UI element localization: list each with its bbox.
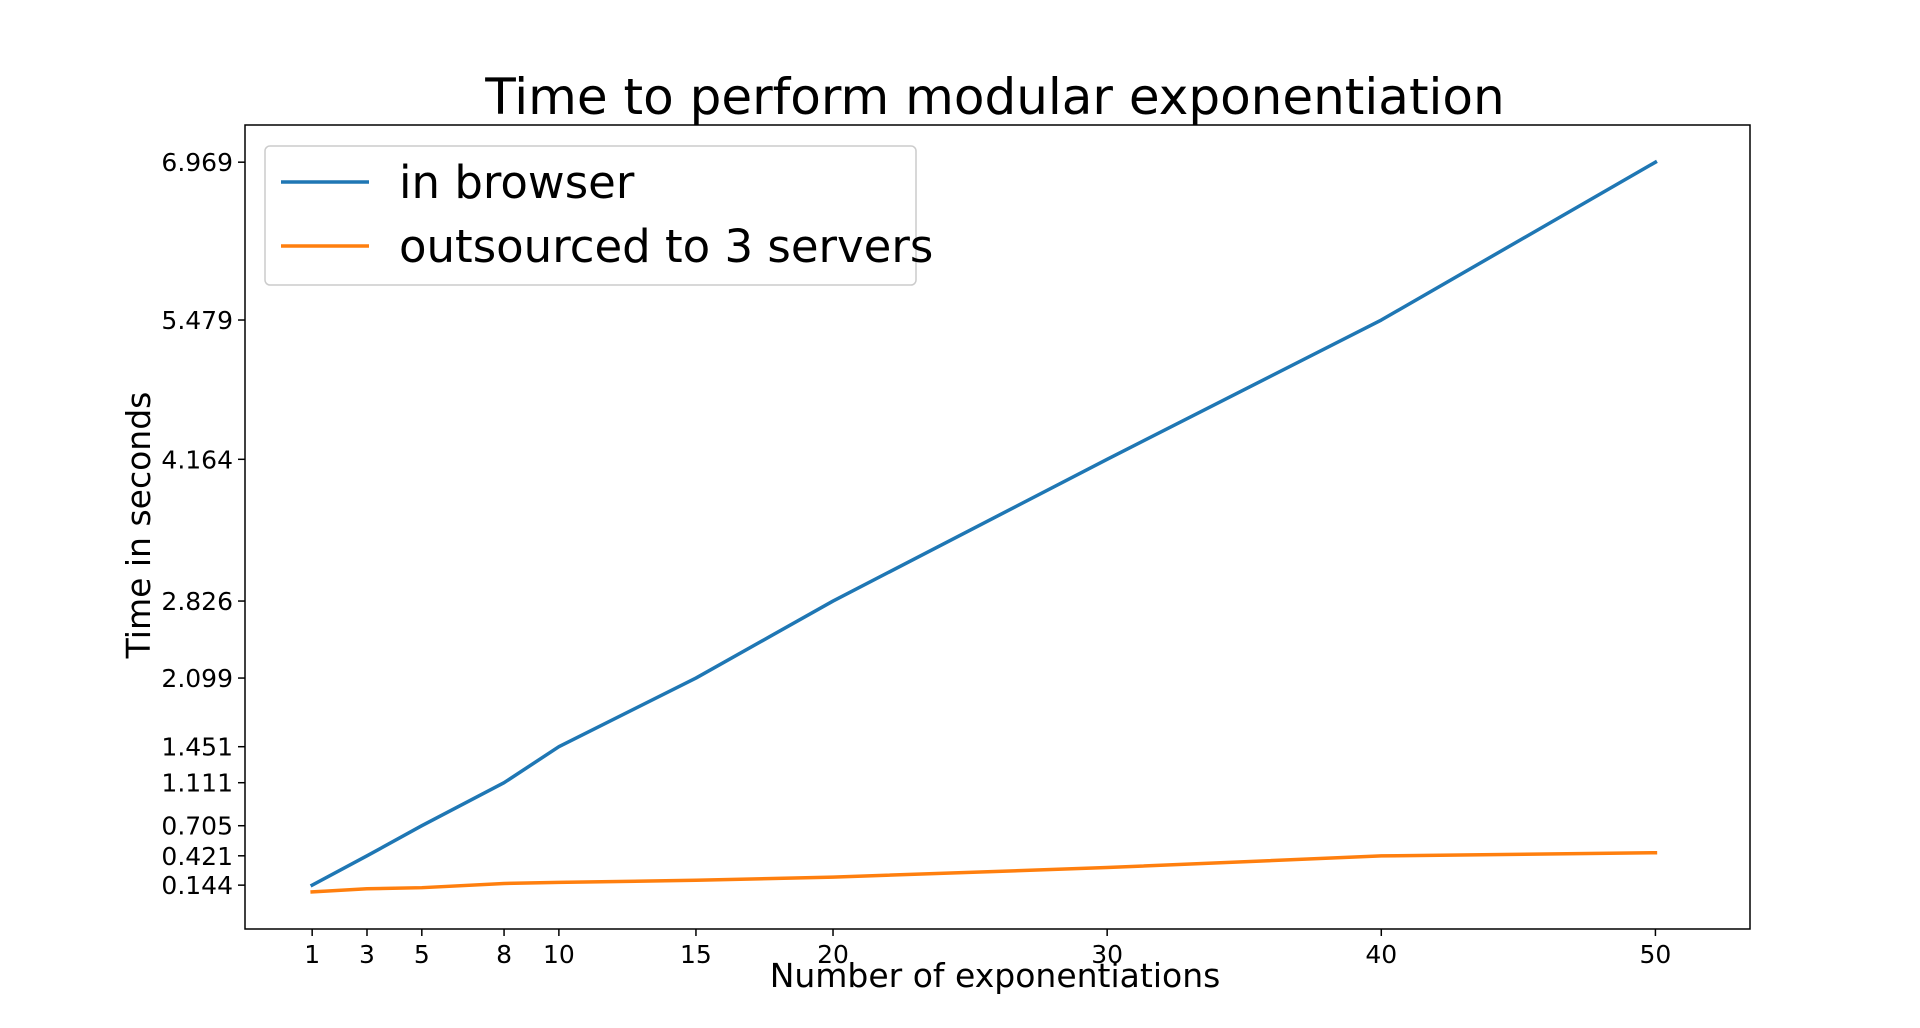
plot-frame <box>244 124 1751 930</box>
y-tick-label: 5.479 <box>161 306 233 335</box>
x-axis-label: Number of exponentiations <box>770 956 1221 995</box>
y-tick-label: 0.421 <box>161 842 233 871</box>
chart-title: Time to perform modular exponentiation <box>484 68 1504 126</box>
series-line-0 <box>309 159 1658 888</box>
legend-label-1: outsourced to 3 servers <box>399 220 933 273</box>
y-tick-label: 4.164 <box>161 445 233 474</box>
legend-box <box>264 145 917 286</box>
legend-label-0: in browser <box>399 156 635 209</box>
x-tick-label: 1 <box>304 940 320 969</box>
y-tick-label: 0.705 <box>161 812 233 841</box>
x-tick-label: 40 <box>1365 940 1397 969</box>
series-line-1 <box>310 850 1658 894</box>
x-tick-label: 15 <box>680 940 712 969</box>
y-tick-label: 0.144 <box>161 871 233 900</box>
x-tick-label: 30 <box>1091 940 1123 969</box>
x-tick-label: 8 <box>496 940 512 969</box>
y-tick-label: 6.969 <box>161 148 233 177</box>
y-tick-label: 2.099 <box>161 664 233 693</box>
x-tick-label: 50 <box>1640 940 1672 969</box>
x-tick-label: 10 <box>543 940 575 969</box>
y-tick-label: 1.451 <box>161 733 233 762</box>
x-tick-label: 5 <box>414 940 430 969</box>
y-tick-label: 2.826 <box>161 587 233 616</box>
x-tick-label: 3 <box>359 940 375 969</box>
y-axis-label: Time in seconds <box>119 392 158 660</box>
series-layer <box>309 159 1658 894</box>
x-tick-label: 20 <box>817 940 849 969</box>
y-tick-label: 1.111 <box>161 769 233 798</box>
legend: in browser outsourced to 3 servers <box>264 145 933 286</box>
